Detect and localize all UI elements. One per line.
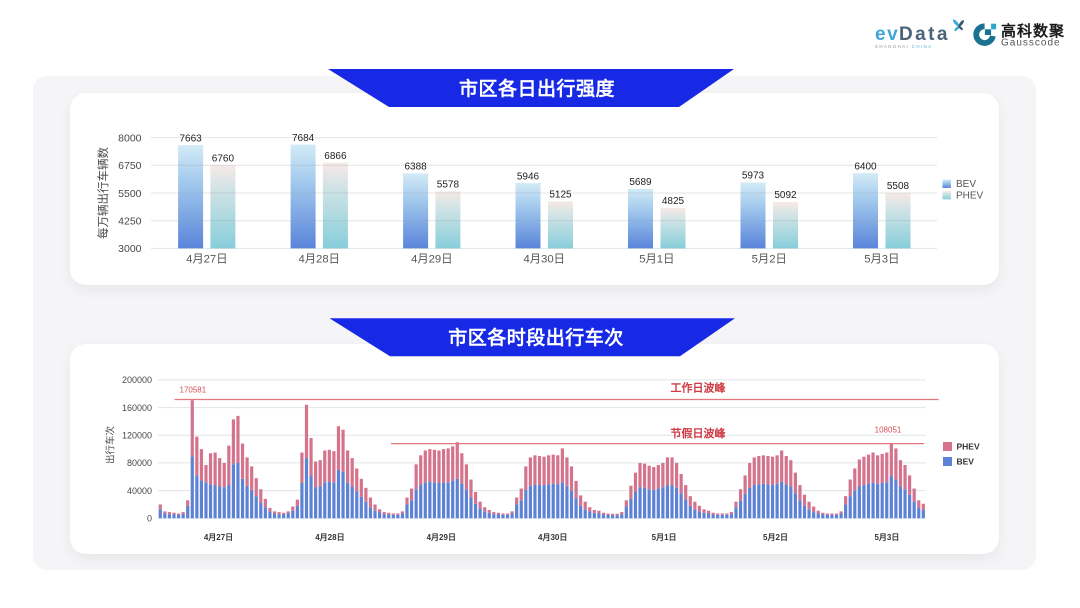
svg-text:5500: 5500 bbox=[118, 188, 142, 200]
svg-text:5125: 5125 bbox=[549, 190, 572, 201]
svg-text:4250: 4250 bbox=[118, 216, 142, 228]
svg-text:5月2日: 5月2日 bbox=[752, 253, 787, 265]
svg-text:高科数聚: 高科数聚 bbox=[1001, 22, 1065, 40]
svg-text:每万辆出行车辆数: 每万辆出行车辆数 bbox=[96, 147, 110, 239]
svg-text:5月1日: 5月1日 bbox=[652, 533, 677, 542]
svg-text:170581: 170581 bbox=[180, 385, 207, 394]
svg-text:5973: 5973 bbox=[742, 171, 765, 182]
svg-text:出行车次: 出行车次 bbox=[105, 426, 117, 465]
svg-text:5月2日: 5月2日 bbox=[763, 533, 788, 542]
svg-text:7663: 7663 bbox=[179, 133, 202, 144]
svg-text:80000: 80000 bbox=[127, 458, 152, 468]
svg-text:4月30日: 4月30日 bbox=[538, 533, 567, 542]
svg-text:PHEV: PHEV bbox=[957, 441, 980, 451]
svg-text:4月28日: 4月28日 bbox=[315, 533, 344, 542]
svg-text:6750: 6750 bbox=[118, 160, 142, 172]
svg-text:4月27日: 4月27日 bbox=[204, 533, 233, 542]
svg-text:40000: 40000 bbox=[127, 486, 152, 496]
svg-text:3000: 3000 bbox=[118, 243, 142, 255]
svg-text:0: 0 bbox=[147, 514, 152, 524]
svg-text:4月27日: 4月27日 bbox=[186, 253, 227, 265]
svg-text:8000: 8000 bbox=[118, 132, 142, 144]
svg-text:5月3日: 5月3日 bbox=[864, 253, 899, 265]
svg-text:5578: 5578 bbox=[437, 180, 460, 191]
svg-text:6388: 6388 bbox=[404, 162, 427, 173]
svg-text:Gausscode: Gausscode bbox=[1001, 38, 1061, 49]
svg-text:5月1日: 5月1日 bbox=[639, 253, 674, 265]
svg-text:4月29日: 4月29日 bbox=[411, 253, 452, 265]
svg-text:5月3日: 5月3日 bbox=[874, 533, 899, 542]
svg-text:4月30日: 4月30日 bbox=[523, 253, 564, 265]
svg-text:PHEV: PHEV bbox=[956, 191, 984, 202]
svg-text:5092: 5092 bbox=[774, 190, 797, 201]
svg-text:108051: 108051 bbox=[875, 426, 902, 435]
svg-text:160000: 160000 bbox=[122, 403, 152, 413]
svg-text:6400: 6400 bbox=[854, 161, 877, 172]
svg-text:Data: Data bbox=[899, 24, 950, 45]
svg-text:6760: 6760 bbox=[212, 153, 235, 164]
svg-text:5508: 5508 bbox=[887, 181, 910, 192]
svg-text:BEV: BEV bbox=[957, 457, 975, 467]
svg-text:4月29日: 4月29日 bbox=[427, 533, 456, 542]
svg-text:4825: 4825 bbox=[662, 196, 685, 207]
svg-text:5689: 5689 bbox=[629, 177, 652, 188]
svg-text:工作日波峰: 工作日波峰 bbox=[671, 381, 727, 395]
svg-text:200000: 200000 bbox=[122, 375, 152, 385]
svg-text:5946: 5946 bbox=[517, 171, 540, 182]
svg-text:4月28日: 4月28日 bbox=[298, 253, 339, 265]
svg-text:120000: 120000 bbox=[122, 431, 152, 441]
svg-text:BEV: BEV bbox=[956, 179, 976, 190]
svg-text:ev: ev bbox=[875, 24, 899, 45]
svg-text:市区各时段出行车次: 市区各时段出行车次 bbox=[448, 326, 624, 349]
svg-text:市区各日出行强度: 市区各日出行强度 bbox=[459, 77, 616, 100]
svg-text:7684: 7684 bbox=[292, 133, 315, 144]
svg-text:节假日波峰: 节假日波峰 bbox=[671, 426, 727, 440]
svg-text:6866: 6866 bbox=[324, 151, 347, 162]
svg-text:SHANGHAI CHINA: SHANGHAI CHINA bbox=[875, 44, 932, 49]
